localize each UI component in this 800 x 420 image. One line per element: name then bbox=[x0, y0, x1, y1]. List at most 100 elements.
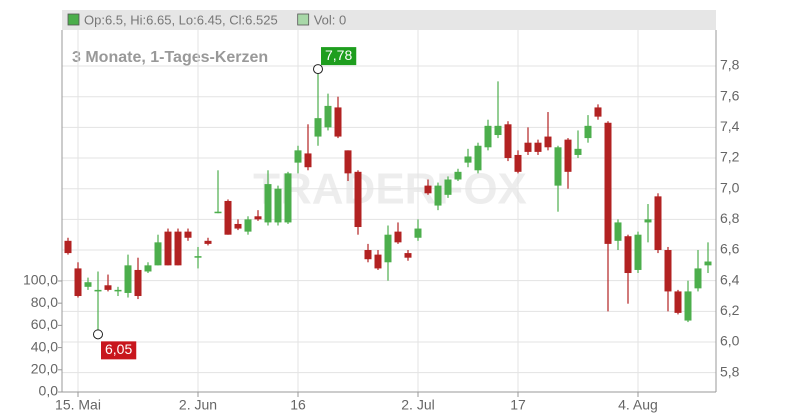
y-tick-label: 7,2 bbox=[720, 149, 740, 165]
candle bbox=[564, 138, 572, 189]
candle bbox=[74, 262, 82, 298]
extreme-label: 6,05 bbox=[105, 341, 132, 357]
candle-body bbox=[494, 125, 502, 136]
candle bbox=[134, 257, 142, 300]
candle bbox=[504, 121, 512, 162]
candle bbox=[324, 93, 332, 131]
candle-body bbox=[404, 253, 412, 258]
x-tick-label: 15. Mai bbox=[55, 397, 101, 413]
x-tick-label: 16 bbox=[290, 397, 306, 413]
candle-body bbox=[174, 231, 182, 266]
candle-body bbox=[444, 179, 452, 195]
candle-body bbox=[154, 242, 162, 266]
y2-tick-label: 40,0 bbox=[31, 338, 58, 354]
candle bbox=[354, 170, 362, 235]
extreme-marker bbox=[313, 64, 323, 75]
extreme-label: 7,78 bbox=[325, 47, 352, 63]
candle bbox=[84, 277, 92, 290]
candle bbox=[644, 204, 652, 243]
x-tick-label: 2. Jun bbox=[179, 397, 217, 413]
y-tick-label: 6,8 bbox=[720, 210, 740, 226]
candle-body bbox=[464, 156, 472, 163]
candle bbox=[294, 145, 302, 174]
candle-body bbox=[504, 124, 512, 159]
legend-swatch bbox=[67, 13, 80, 26]
candle-body bbox=[124, 265, 132, 293]
legend-swatch bbox=[297, 13, 310, 26]
candle bbox=[484, 119, 492, 151]
candle bbox=[524, 127, 532, 155]
candle-body bbox=[84, 282, 92, 287]
candle bbox=[314, 69, 322, 146]
legend-label: Op:6.5, Hi:6.65, Lo:6.45, Cl:6.525 bbox=[84, 12, 278, 27]
candle-body bbox=[654, 196, 662, 251]
y-tick-label: 6,6 bbox=[720, 241, 740, 257]
candle-body bbox=[114, 289, 122, 292]
y-tick-label: 7,0 bbox=[720, 179, 740, 195]
candle bbox=[594, 104, 602, 120]
candle bbox=[284, 171, 292, 224]
candle bbox=[454, 168, 462, 182]
candle-body bbox=[204, 240, 212, 244]
candle-body bbox=[644, 219, 652, 223]
candle-body bbox=[394, 231, 402, 243]
candle-body bbox=[574, 148, 582, 155]
candle-body bbox=[324, 105, 332, 128]
candle bbox=[434, 182, 442, 211]
candle bbox=[544, 112, 552, 151]
candle-body bbox=[274, 188, 282, 223]
candle bbox=[614, 219, 622, 251]
candle-body bbox=[304, 153, 312, 168]
candle bbox=[64, 237, 72, 255]
candle bbox=[164, 228, 172, 266]
candle-body bbox=[704, 261, 712, 266]
candle-body bbox=[384, 234, 392, 263]
candle bbox=[264, 170, 272, 226]
candle-body bbox=[184, 231, 192, 238]
candle-body bbox=[554, 147, 562, 186]
candle bbox=[604, 121, 612, 312]
x-tick-label: 4. Aug bbox=[618, 397, 658, 413]
candle bbox=[584, 115, 592, 143]
candle bbox=[94, 271, 102, 335]
candle-body bbox=[424, 185, 432, 194]
candle-body bbox=[134, 269, 142, 297]
extreme-label-box bbox=[101, 341, 137, 360]
y2-tick-label: 100,0 bbox=[23, 272, 58, 288]
candle bbox=[204, 237, 212, 246]
candle-body bbox=[534, 142, 542, 152]
candle bbox=[704, 242, 712, 274]
candle bbox=[684, 280, 692, 323]
y2-tick-label: 0,0 bbox=[39, 383, 59, 399]
candle bbox=[674, 289, 682, 315]
y-tick-label: 6,2 bbox=[720, 302, 740, 318]
candle-body bbox=[614, 222, 622, 241]
candle-body bbox=[104, 285, 112, 290]
y-tick-label: 5,8 bbox=[720, 363, 740, 379]
y-tick-label: 7,8 bbox=[720, 57, 740, 73]
y2-tick-label: 60,0 bbox=[31, 316, 58, 332]
y-tick-label: 7,4 bbox=[720, 118, 740, 134]
candle bbox=[174, 228, 182, 266]
extreme-label-box bbox=[321, 47, 357, 66]
candle bbox=[394, 222, 402, 244]
candle-body bbox=[564, 139, 572, 172]
candle-body bbox=[334, 107, 342, 137]
candle-body bbox=[214, 211, 222, 214]
candle bbox=[144, 262, 152, 274]
candle-body bbox=[264, 184, 272, 223]
candle bbox=[274, 185, 282, 226]
candle-body bbox=[684, 291, 692, 321]
candle bbox=[624, 234, 632, 304]
y2-tick-label: 80,0 bbox=[31, 294, 58, 310]
x-tick-label: 2. Jul bbox=[401, 397, 434, 413]
candle-body bbox=[624, 236, 632, 274]
y-tick-label: 6,4 bbox=[720, 271, 740, 287]
candle-body bbox=[314, 118, 322, 137]
candle bbox=[114, 286, 122, 297]
candle bbox=[414, 219, 422, 241]
candle bbox=[554, 145, 562, 212]
candle-body bbox=[244, 219, 252, 232]
candle bbox=[104, 274, 112, 292]
